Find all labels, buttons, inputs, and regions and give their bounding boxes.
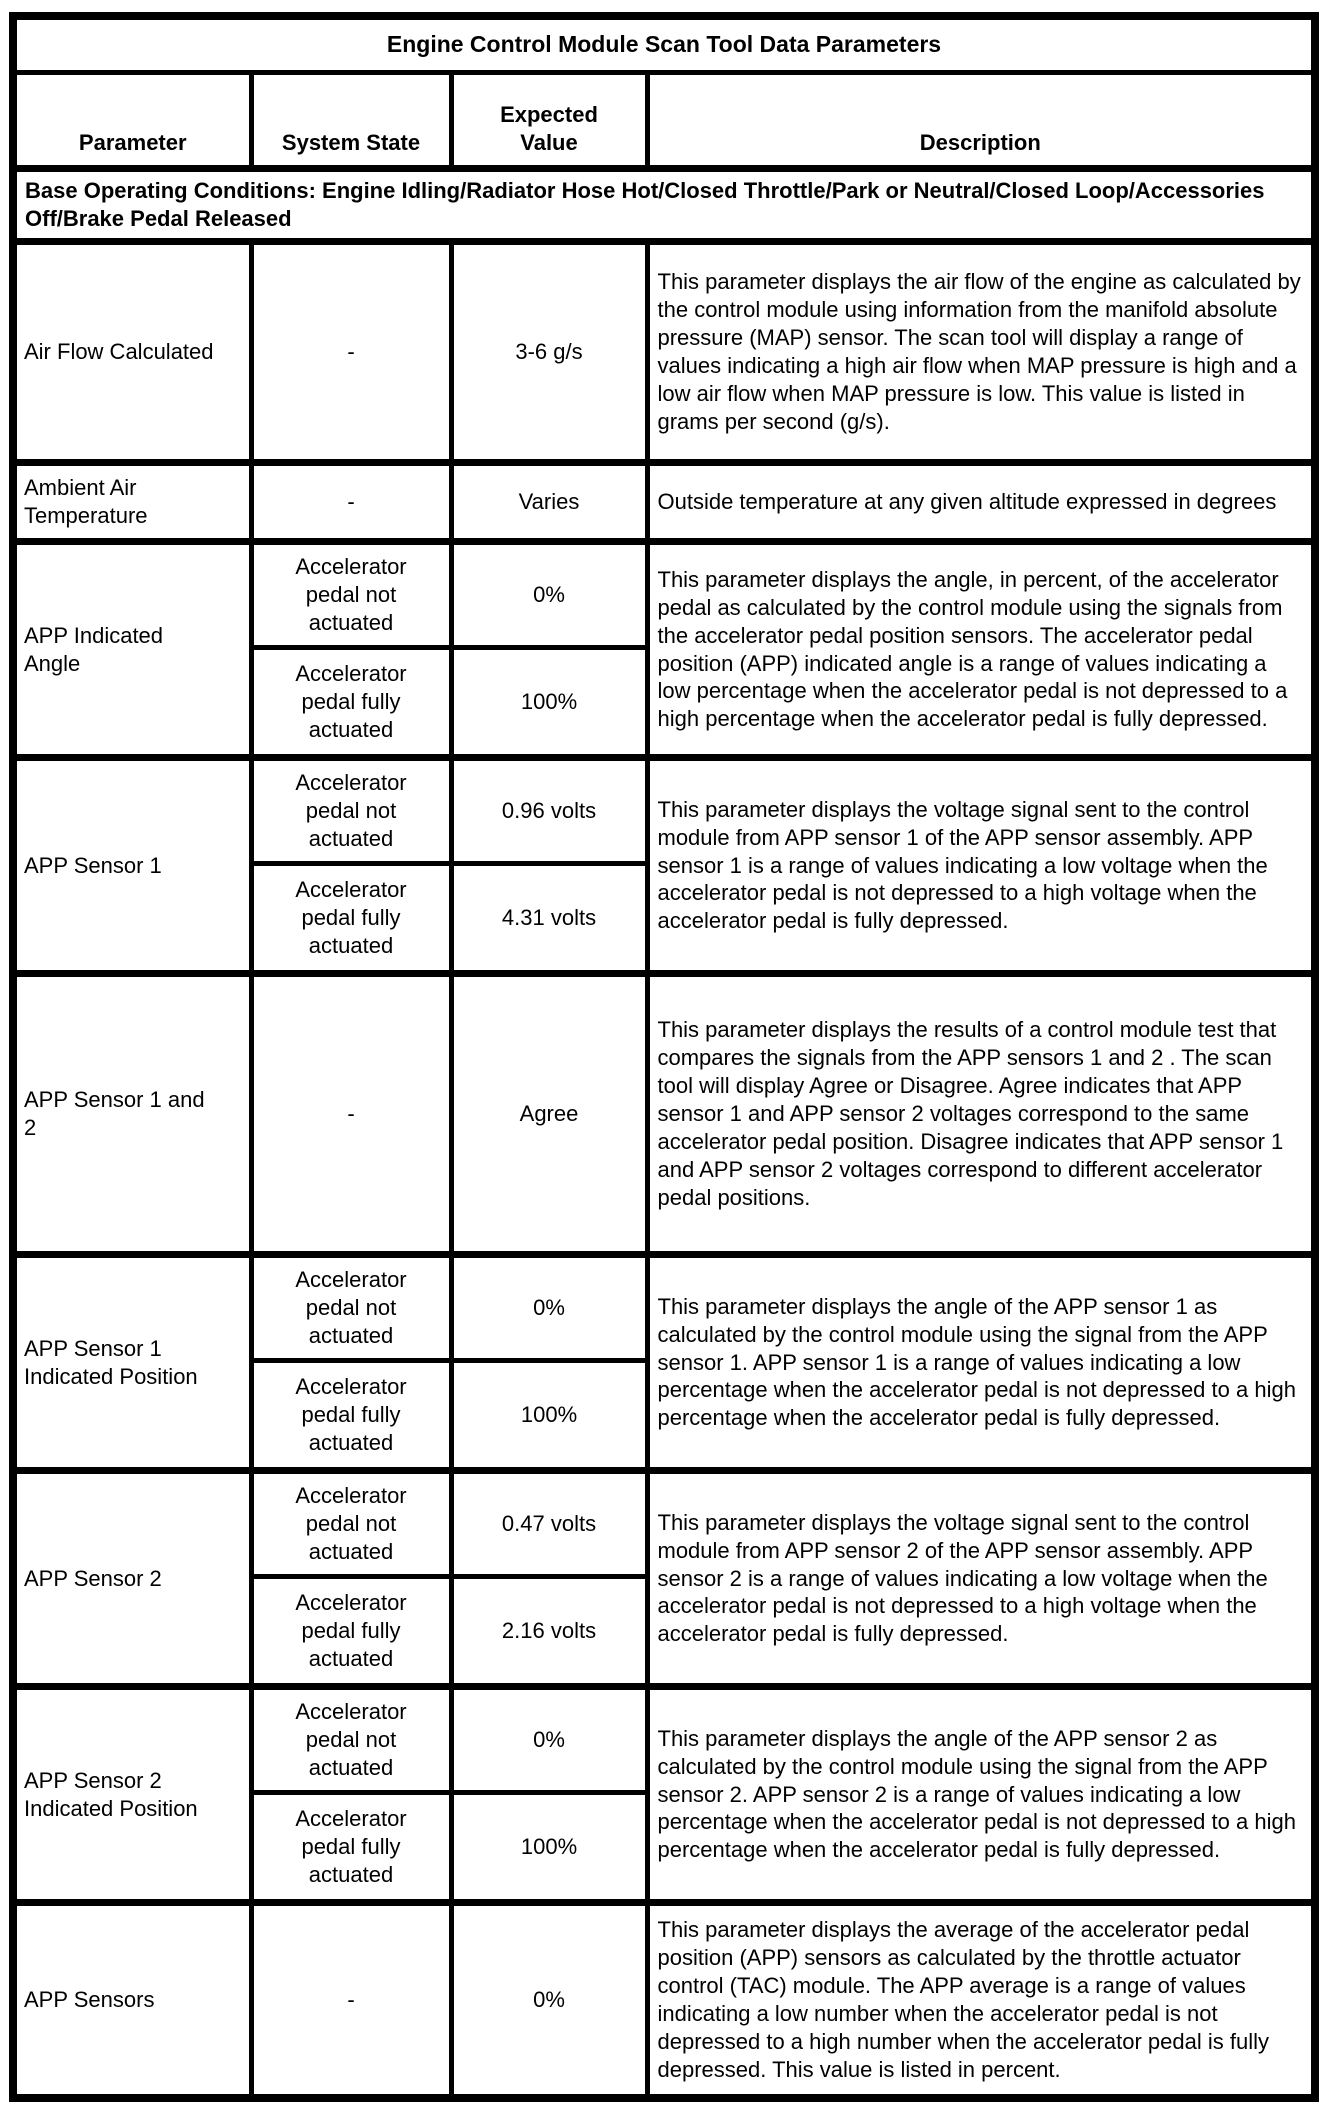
description-cell: This parameter displays the air flow of …: [644, 238, 1318, 465]
system-state-cell: Accelerator pedal not actuated: [248, 1467, 454, 1579]
param-cell: APP Sensors: [10, 1899, 254, 2101]
expected-value-cell: 0.96 volts: [448, 754, 650, 866]
table-subrow-app-indicated-angle: Accelerator pedal fully actuated 100%: [13, 645, 1315, 760]
expected-value-cell: 3-6 g/s: [448, 238, 650, 465]
expected-value-cell: 0%: [448, 538, 650, 650]
expected-value-cell: 2.16 volts: [448, 1574, 650, 1689]
description-cell: This parameter displays the average of t…: [644, 1899, 1318, 2101]
header-expected-value: Expected Value: [448, 70, 650, 172]
param-cell: APP Sensor 2: [10, 1467, 254, 1689]
expected-value-cell: 100%: [448, 1790, 650, 1905]
param-cell: APP Sensor 1 and 2: [10, 970, 254, 1257]
expected-value-cell: 100%: [448, 1358, 650, 1473]
system-state-cell: Accelerator pedal fully actuated: [248, 645, 454, 760]
header-system-state: System State: [248, 70, 454, 172]
table-subrow-app-sensor-2-indicated-position: Accelerator pedal fully actuated 100%: [13, 1790, 1315, 1905]
param-cell: APP Sensor 1 Indicated Position: [10, 1251, 254, 1473]
description-cell: This parameter displays the angle of the…: [644, 1251, 1318, 1473]
table-row-app-sensor-1-and-2: APP Sensor 1 and 2 - Agree This paramete…: [10, 970, 1318, 1257]
expected-value-cell: 0%: [448, 1251, 650, 1363]
table-subrow-app-sensor-2: Accelerator pedal fully actuated 2.16 vo…: [13, 1574, 1315, 1689]
table-row-air-flow-calculated: Air Flow Calculated - 3-6 g/s This param…: [10, 238, 1318, 465]
column-header-row: Parameter System State Expected Value De…: [10, 70, 1318, 172]
system-state-cell: -: [248, 970, 454, 1257]
description-cell: This parameter displays the results of a…: [644, 970, 1318, 1257]
table-subrow-app-sensor-1-indicated-position: Accelerator pedal fully actuated 100%: [13, 1358, 1315, 1473]
header-parameter: Parameter: [10, 70, 254, 172]
description-cell: This parameter displays the angle, in pe…: [644, 538, 1318, 760]
base-conditions-row: Base Operating Conditions: Engine Idling…: [10, 166, 1318, 245]
expected-value-cell: 4.31 volts: [448, 861, 650, 976]
expected-value-cell: 0%: [448, 1683, 650, 1795]
description-cell: This parameter displays the voltage sign…: [644, 1467, 1318, 1689]
expected-value-cell: Agree: [448, 970, 650, 1257]
scan-tool-data-table: Engine Control Module Scan Tool Data Par…: [9, 12, 1319, 2102]
table-title: Engine Control Module Scan Tool Data Par…: [10, 13, 1318, 75]
table-row-app-sensor-1: APP Sensor 1 Accelerator pedal not actua…: [10, 754, 1318, 976]
table-title-row: Engine Control Module Scan Tool Data Par…: [10, 13, 1318, 75]
table-row-app-sensor-2: APP Sensor 2 Accelerator pedal not actua…: [10, 1467, 1318, 1689]
description-cell: This parameter displays the angle of the…: [644, 1683, 1318, 1905]
system-state-cell: Accelerator pedal not actuated: [248, 538, 454, 650]
param-cell: Ambient Air Temperature: [10, 459, 254, 544]
table-row-app-indicated-angle: APP Indicated Angle Accelerator pedal no…: [10, 538, 1318, 760]
table-subrow-app-sensor-1: Accelerator pedal fully actuated 4.31 vo…: [13, 861, 1315, 976]
param-cell: APP Sensor 1: [10, 754, 254, 976]
expected-value-cell: 0.47 volts: [448, 1467, 650, 1579]
expected-value-cell: Varies: [448, 459, 650, 544]
table-row-app-sensors: APP Sensors - 0% This parameter displays…: [10, 1899, 1318, 2101]
system-state-cell: -: [248, 238, 454, 465]
system-state-cell: Accelerator pedal not actuated: [248, 1251, 454, 1363]
param-cell: APP Sensor 2 Indicated Position: [10, 1683, 254, 1905]
system-state-cell: Accelerator pedal not actuated: [248, 1683, 454, 1795]
expected-value-cell: 0%: [448, 1899, 650, 2101]
base-conditions-text: Base Operating Conditions: Engine Idling…: [10, 166, 1318, 245]
system-state-cell: Accelerator pedal not actuated: [248, 754, 454, 866]
expected-value-cell: 100%: [448, 645, 650, 760]
param-cell: Air Flow Calculated: [10, 238, 254, 465]
header-description: Description: [644, 70, 1318, 172]
system-state-cell: Accelerator pedal fully actuated: [248, 861, 454, 976]
description-cell: Outside temperature at any given altitud…: [644, 459, 1318, 544]
system-state-cell: -: [248, 1899, 454, 2101]
table-row-app-sensor-1-indicated-position: APP Sensor 1 Indicated Position Accelera…: [10, 1251, 1318, 1473]
system-state-cell: Accelerator pedal fully actuated: [248, 1358, 454, 1473]
param-cell: APP Indicated Angle: [10, 538, 254, 760]
system-state-cell: Accelerator pedal fully actuated: [248, 1574, 454, 1689]
table-row-app-sensor-2-indicated-position: APP Sensor 2 Indicated Position Accelera…: [10, 1683, 1318, 1905]
system-state-cell: -: [248, 459, 454, 544]
description-cell: This parameter displays the voltage sign…: [644, 754, 1318, 976]
system-state-cell: Accelerator pedal fully actuated: [248, 1790, 454, 1905]
table-row-ambient-air-temperature: Ambient Air Temperature - Varies Outside…: [10, 459, 1318, 544]
